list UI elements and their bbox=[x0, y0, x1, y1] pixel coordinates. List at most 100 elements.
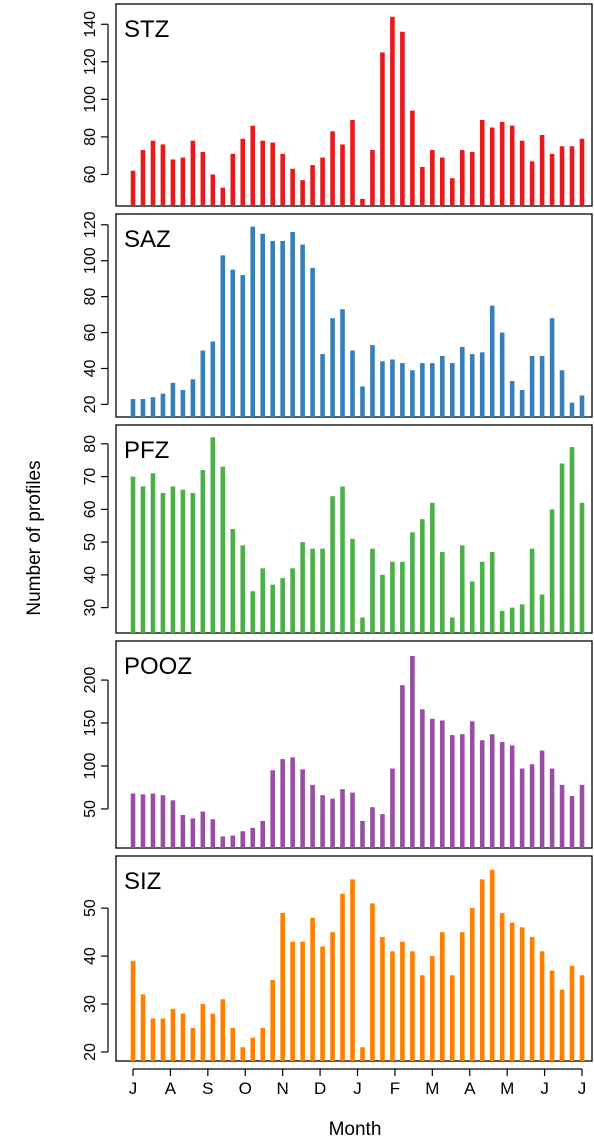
bar-pfz-4 bbox=[170, 486, 176, 633]
bar-pooz-16 bbox=[290, 757, 295, 848]
y-tick-label: 40 bbox=[82, 947, 99, 965]
bar-pfz-23 bbox=[360, 617, 365, 633]
bar-siz-14 bbox=[270, 980, 275, 1061]
bar-pfz-17 bbox=[300, 542, 305, 633]
bar-stz-34 bbox=[469, 151, 475, 206]
bar-siz-29 bbox=[420, 975, 425, 1061]
bar-siz-44 bbox=[569, 965, 575, 1061]
bar-pooz-30 bbox=[430, 718, 435, 848]
bar-siz-21 bbox=[340, 893, 345, 1061]
bar-stz-30 bbox=[430, 150, 435, 206]
bar-saz-9 bbox=[220, 255, 226, 417]
bar-siz-5 bbox=[180, 1013, 186, 1061]
bar-saz-34 bbox=[469, 354, 475, 417]
bar-pfz-15 bbox=[280, 578, 285, 633]
bar-saz-13 bbox=[260, 233, 266, 417]
bar-pfz-14 bbox=[270, 584, 275, 633]
x-axis-label: Month bbox=[329, 1119, 382, 1140]
bar-siz-8 bbox=[210, 1013, 216, 1061]
bar-siz-17 bbox=[300, 941, 305, 1061]
bar-pfz-12 bbox=[250, 591, 256, 633]
bar-pooz-34 bbox=[469, 721, 475, 848]
bar-saz-2 bbox=[150, 397, 156, 417]
bar-pfz-10 bbox=[230, 529, 236, 633]
bar-pfz-22 bbox=[350, 538, 355, 633]
y-tick-label: 30 bbox=[82, 599, 99, 617]
x-tick-label: N bbox=[277, 1079, 289, 1098]
bar-pooz-4 bbox=[170, 800, 176, 848]
y-tick-label: 120 bbox=[82, 48, 99, 75]
bar-pooz-15 bbox=[280, 759, 285, 848]
bar-saz-12 bbox=[250, 226, 256, 417]
bar-pooz-9 bbox=[220, 836, 226, 848]
bar-pfz-6 bbox=[190, 492, 196, 633]
y-tick-label: 50 bbox=[82, 533, 99, 551]
bar-pooz-6 bbox=[190, 818, 196, 848]
bar-pooz-5 bbox=[180, 814, 186, 848]
bar-saz-33 bbox=[459, 346, 465, 417]
bar-saz-7 bbox=[200, 350, 206, 417]
bar-saz-41 bbox=[539, 355, 545, 417]
panel-pooz: 50 100 150 200 POOZ bbox=[82, 640, 593, 849]
bar-siz-23 bbox=[360, 1047, 365, 1061]
bar-stz-37 bbox=[499, 121, 505, 206]
y-tick-label: 60 bbox=[82, 500, 99, 518]
bar-pfz-31 bbox=[440, 551, 445, 633]
bar-pooz-7 bbox=[200, 811, 206, 848]
y-tick-label: 200 bbox=[82, 667, 99, 694]
bar-stz-11 bbox=[240, 138, 246, 206]
bar-pooz-26 bbox=[390, 768, 395, 848]
panel-title-siz: SIZ bbox=[124, 868, 161, 895]
x-tick-label: J bbox=[129, 1079, 138, 1098]
bar-pooz-20 bbox=[330, 798, 335, 848]
x-tick-label: D bbox=[314, 1079, 326, 1098]
bar-pfz-5 bbox=[180, 489, 186, 633]
bar-siz-9 bbox=[220, 999, 226, 1061]
bar-saz-45 bbox=[579, 395, 585, 417]
bar-stz-32 bbox=[449, 178, 455, 206]
bar-siz-19 bbox=[320, 946, 325, 1061]
bar-pfz-7 bbox=[200, 470, 206, 633]
bar-stz-12 bbox=[250, 125, 256, 206]
bar-stz-35 bbox=[479, 120, 485, 206]
bar-pfz-11 bbox=[240, 545, 246, 633]
x-tick-label: O bbox=[239, 1079, 252, 1098]
bar-stz-31 bbox=[440, 157, 445, 206]
bar-saz-36 bbox=[489, 305, 495, 417]
bar-pfz-18 bbox=[310, 548, 315, 633]
bar-saz-1 bbox=[140, 399, 146, 417]
bar-pfz-35 bbox=[479, 561, 485, 633]
bar-stz-6 bbox=[190, 140, 196, 206]
bar-saz-4 bbox=[170, 382, 176, 417]
y-axis-label: Number of profiles bbox=[24, 460, 45, 615]
bar-saz-44 bbox=[569, 402, 575, 417]
bar-pfz-45 bbox=[579, 502, 585, 633]
bar-stz-16 bbox=[290, 168, 295, 206]
bar-pfz-0 bbox=[130, 476, 136, 633]
bar-saz-17 bbox=[300, 244, 305, 417]
x-tick-label: M bbox=[500, 1079, 514, 1098]
bar-pooz-36 bbox=[489, 734, 495, 848]
bar-pfz-20 bbox=[330, 496, 335, 633]
bar-siz-43 bbox=[559, 989, 565, 1061]
bar-siz-40 bbox=[529, 936, 535, 1061]
bar-stz-43 bbox=[559, 146, 565, 206]
y-tick-label: 60 bbox=[82, 324, 99, 342]
bar-pfz-33 bbox=[459, 545, 465, 633]
bar-stz-17 bbox=[300, 180, 305, 206]
bar-saz-11 bbox=[240, 275, 246, 417]
bar-siz-30 bbox=[430, 956, 435, 1061]
bar-pfz-24 bbox=[370, 548, 375, 633]
y-tick-label: 100 bbox=[82, 753, 99, 780]
bar-saz-27 bbox=[400, 363, 405, 417]
bar-stz-3 bbox=[160, 144, 166, 206]
bar-stz-33 bbox=[459, 150, 465, 206]
bar-pfz-34 bbox=[469, 581, 475, 633]
bar-saz-10 bbox=[230, 269, 236, 417]
bar-stz-10 bbox=[230, 153, 236, 206]
bar-pfz-13 bbox=[260, 568, 266, 633]
y-tick-label: 70 bbox=[82, 468, 99, 486]
bar-siz-13 bbox=[260, 1028, 266, 1061]
bar-pooz-22 bbox=[350, 792, 355, 848]
